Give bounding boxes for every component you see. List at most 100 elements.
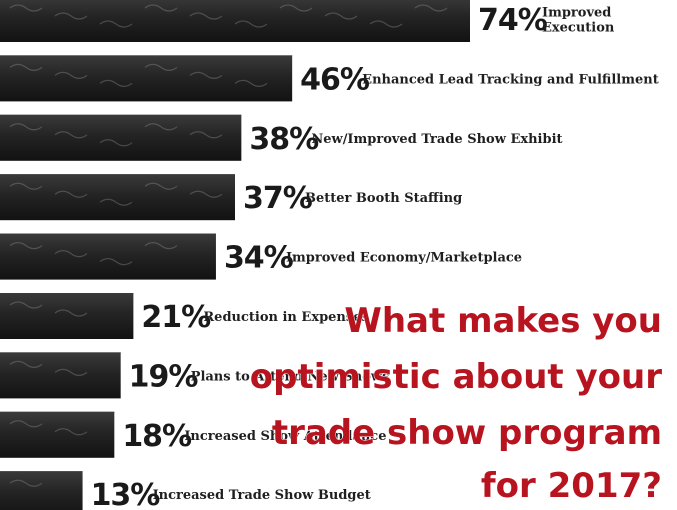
chalk-stroke [9, 63, 43, 71]
category-label-line: Improved Economy/Marketplace [286, 251, 522, 266]
bars-group [0, 0, 470, 510]
chalk-stroke [189, 71, 223, 79]
bar-row [0, 55, 293, 102]
value-label: 19% [129, 359, 199, 394]
bar-chalk-texture [9, 4, 448, 28]
title-line: trade show program [272, 413, 662, 453]
chalk-stroke [234, 79, 268, 87]
chalk-stroke [9, 301, 43, 309]
labels-group: 74%Improved Execution 46%Enhanced Lead Tra… [91, 3, 659, 510]
title-line: optimistic about your [250, 357, 662, 397]
category-label-line: Enhanced Lead Tracking and Fulfillment [362, 72, 659, 87]
value-label: 38% [249, 122, 319, 157]
category-label: Enhanced Lead Tracking and Fulfillment [362, 72, 659, 87]
chalk-stroke [54, 71, 88, 79]
bar [0, 174, 235, 221]
bar-row [0, 233, 216, 280]
category-label: Increased Trade Show Budget [153, 488, 371, 503]
chalk-stroke [144, 123, 178, 131]
category-label: Improved Economy/Marketplace [286, 251, 522, 266]
category-label: New/Improved Trade Show Exhibit [311, 132, 562, 147]
bar-row [0, 411, 115, 458]
bar-row [0, 293, 134, 339]
bar-chalk-texture [9, 479, 43, 487]
bar-chalk-texture [9, 360, 88, 376]
bar [0, 293, 134, 339]
chalk-stroke [324, 12, 358, 20]
chalk-stroke [99, 198, 133, 206]
chalk-stroke [144, 182, 178, 190]
value-label: 21% [141, 300, 211, 335]
chalk-stroke [54, 368, 88, 376]
value-label: 37% [243, 181, 313, 216]
chalk-stroke [279, 4, 313, 12]
bar [0, 233, 216, 280]
chalk-stroke [54, 428, 88, 436]
chalk-stroke [9, 242, 43, 250]
chalk-stroke [9, 420, 43, 428]
chart-title: What makes you optimistic about your trade… [249, 301, 662, 507]
chalk-stroke [189, 12, 223, 20]
bar-chalk-texture [9, 301, 88, 317]
chalk-stroke [9, 182, 43, 190]
bar-chalk-texture [9, 242, 178, 266]
category-label: Reduction in Expenses [203, 310, 368, 325]
chalk-stroke [144, 4, 178, 12]
bar-row [0, 174, 235, 221]
bar-chalk-texture [9, 182, 223, 206]
category-label-line: Reduction in Expenses [203, 310, 368, 325]
category-label-line: Plans to Attend New Shows [191, 369, 390, 384]
bar-chalk-texture [9, 63, 268, 87]
bar [0, 411, 115, 458]
chalk-stroke [9, 360, 43, 368]
chalk-stroke [369, 20, 403, 28]
chalk-stroke [99, 20, 133, 28]
category-label-line: Improved [542, 6, 611, 21]
chalk-stroke [54, 131, 88, 139]
bar-row [0, 352, 121, 399]
bar-row [0, 0, 470, 42]
chalk-stroke [234, 20, 268, 28]
chalk-stroke [189, 131, 223, 139]
chalk-stroke [99, 139, 133, 147]
chalk-stroke [54, 250, 88, 258]
category-label: Increased Show Attendance [184, 429, 386, 444]
value-label: 74% [478, 3, 548, 38]
chalk-stroke [144, 242, 178, 250]
category-label-line: New/Improved Trade Show Exhibit [311, 132, 562, 147]
title-line: for 2017? [481, 466, 662, 506]
bar-chalk-texture [9, 420, 88, 436]
category-label: Better Booth Staffing [305, 191, 462, 206]
chalk-stroke [54, 190, 88, 198]
category-label-line: Execution [542, 21, 615, 36]
chalk-stroke [99, 258, 133, 266]
value-label: 13% [91, 478, 161, 510]
value-label: 34% [224, 241, 294, 276]
chalk-stroke [9, 479, 43, 487]
bar [0, 471, 83, 510]
chalk-stroke [99, 79, 133, 87]
category-label: Plans to Attend New Shows [191, 369, 390, 384]
bar [0, 352, 121, 399]
bar-chalk-texture [9, 123, 223, 147]
chalk-stroke [54, 12, 88, 20]
category-label-line: Increased Trade Show Budget [153, 488, 371, 503]
bar [0, 55, 293, 102]
chalk-stroke [144, 63, 178, 71]
chalk-stroke [54, 309, 88, 317]
chalk-stroke [9, 123, 43, 131]
title-line: What makes you [344, 301, 662, 341]
bar-row [0, 471, 83, 510]
chalk-stroke [9, 4, 43, 12]
category-label-line: Increased Show Attendance [184, 429, 386, 444]
bar [0, 114, 242, 161]
category-label: Improved Execution [542, 6, 615, 36]
value-label: 18% [122, 419, 192, 454]
bar-row [0, 114, 242, 161]
chalk-stroke [414, 4, 448, 12]
value-label: 46% [300, 62, 370, 97]
bar [0, 0, 470, 42]
chalk-stroke [189, 190, 223, 198]
category-label-line: Better Booth Staffing [305, 191, 462, 206]
